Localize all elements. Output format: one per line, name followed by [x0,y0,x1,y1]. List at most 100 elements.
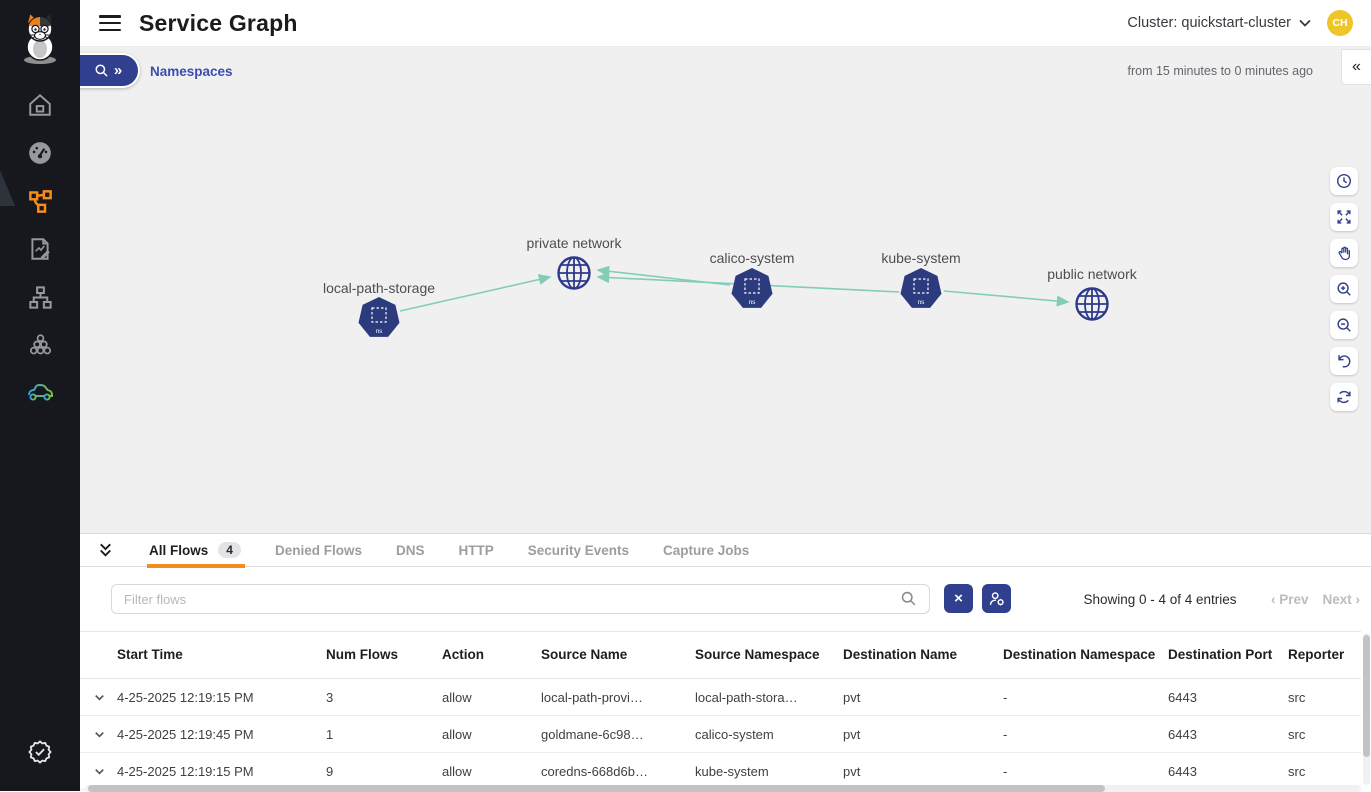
node-public-network[interactable] [1071,283,1113,325]
cluster-nodes-icon [29,333,51,354]
sitemap-icon [28,285,52,309]
sidebar-item-cluster[interactable] [0,331,80,359]
graph-refresh-button[interactable] [1330,383,1358,411]
pagination: ‹ Prev Next › [1271,584,1360,614]
column-settings-button[interactable] [982,584,1011,613]
tab-security-events[interactable]: Security Events [527,542,630,558]
showing-entries-label: Showing 0 - 4 of 4 entries [1083,591,1237,607]
col-destination-namespace[interactable]: Destination Namespace [1003,646,1156,662]
node-label[interactable]: private network [526,235,622,251]
flow-count-badge: 4 [218,542,241,558]
graph-search-button[interactable]: » [78,53,140,88]
col-destination-name[interactable]: Destination Name [843,646,958,662]
vertical-scrollbar-thumb[interactable] [1363,635,1370,757]
tab-denied-flows[interactable]: Denied Flows [274,542,362,558]
clock-icon [1336,173,1352,189]
double-chevron-down-icon [100,543,111,557]
cluster-selector[interactable]: Cluster: quickstart-cluster [1127,15,1311,31]
tab-capture-jobs[interactable]: Capture Jobs [663,542,750,558]
node-label[interactable]: calico-system [709,250,795,266]
gauge-icon [29,142,51,164]
sidebar-item-dashboard[interactable] [0,139,80,167]
graph-time-button[interactable] [1330,167,1358,195]
fit-screen-icon [1337,210,1351,224]
graph-pan-button[interactable] [1330,239,1358,267]
home-icon [29,93,51,116]
service-graph-icon [28,189,52,213]
col-reporter[interactable]: Reporter [1288,646,1345,662]
sidebar-item-home[interactable] [0,91,80,119]
breadcrumb[interactable]: Namespaces [150,63,233,79]
graph-zoom-in-button[interactable] [1330,275,1358,303]
globe-icon [1075,287,1109,321]
chevron-down-icon [95,731,104,738]
table-header-row: Start Time Num Flows Action Source Name … [80,631,1361,679]
col-source-name[interactable]: Source Name [541,646,628,662]
node-calico-system[interactable]: ns [730,267,774,311]
car-icon [28,384,53,401]
table-row[interactable]: 4-25-2025 12:19:45 PM 1 allow goldmane-6… [80,716,1361,753]
col-action[interactable]: Action [442,646,484,662]
report-edit-icon [31,238,50,260]
graph-zoom-out-button[interactable] [1330,311,1358,339]
node-private-network[interactable] [553,252,595,294]
graph-edges [399,265,1070,312]
user-gear-icon [989,591,1004,605]
zoom-in-icon [1337,282,1351,296]
cluster-label: Cluster: quickstart-cluster [1127,15,1291,31]
expand-row-button[interactable] [90,690,117,705]
search-icon [95,64,108,77]
next-page-button[interactable]: Next › [1322,591,1360,607]
refresh-icon [1337,390,1351,404]
search-icon [901,591,916,606]
calico-cat-logo[interactable] [14,8,66,66]
user-avatar[interactable]: CH [1327,10,1353,36]
node-kube-system[interactable]: ns [899,267,943,311]
sidebar-item-car[interactable] [0,378,80,406]
tab-all-flows[interactable]: All Flows 4 [147,534,245,568]
flows-panel: All Flows 4 Denied Flows DNS HTTP Securi… [80,533,1371,792]
col-num-flows[interactable]: Num Flows [326,646,399,662]
collapse-flows-panel-button[interactable] [96,541,115,560]
expand-search-icon: » [113,62,123,79]
prev-page-button[interactable]: ‹ Prev [1270,591,1309,607]
node-local-path-storage[interactable]: ns [357,296,401,340]
node-label[interactable]: public network [1047,266,1137,282]
horizontal-scrollbar[interactable] [85,785,1361,792]
sidebar-item-service-graph[interactable] [0,187,80,215]
svg-text:ns: ns [376,328,384,335]
sidebar-item-network[interactable] [0,283,80,311]
chevron-down-icon [1299,19,1311,27]
clear-filter-button[interactable]: × [944,584,973,613]
expand-row-button[interactable] [90,727,117,742]
sidebar [0,0,80,791]
sidebar-item-reports[interactable] [0,235,80,263]
node-label[interactable]: local-path-storage [322,280,436,296]
table-row[interactable]: 4-25-2025 12:19:15 PM 3 allow local-path… [80,679,1361,716]
menu-toggle-button[interactable] [99,15,121,31]
flows-table: Start Time Num Flows Action Source Name … [80,631,1361,790]
globe-icon [557,256,591,290]
sidebar-item-verified[interactable] [0,738,80,766]
chevron-down-icon [95,768,104,775]
top-bar: Service Graph Cluster: quickstart-cluste… [80,0,1371,47]
graph-fit-screen-button[interactable] [1330,203,1358,231]
page-title: Service Graph [139,9,298,36]
vertical-scrollbar[interactable] [1363,633,1370,785]
col-source-namespace[interactable]: Source Namespace [695,646,820,662]
expand-row-button[interactable] [90,764,117,779]
verified-badge-icon [28,740,52,764]
service-graph-canvas[interactable]: ns ns ns local-path-storage private [80,95,1371,533]
graph-header-bar: » Namespaces from 15 minutes to 0 minute… [78,47,1371,95]
flows-tab-bar: All Flows 4 Denied Flows DNS HTTP Securi… [80,534,1371,568]
graph-reset-button[interactable] [1330,347,1358,375]
horizontal-scrollbar-thumb[interactable] [88,785,1105,792]
filter-flows-input[interactable] [111,584,930,614]
col-start-time[interactable]: Start Time [117,646,183,662]
node-label[interactable]: kube-system [881,250,961,266]
col-destination-port[interactable]: Destination Port [1168,646,1273,662]
collapse-side-panel-button[interactable]: « [1341,49,1371,85]
hand-icon [1337,246,1350,260]
tab-dns[interactable]: DNS [395,542,425,558]
tab-http[interactable]: HTTP [458,542,494,558]
